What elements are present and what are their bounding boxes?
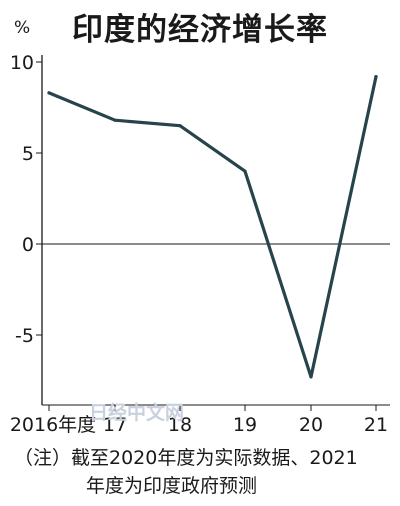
y-tick-label: 5 <box>22 143 34 165</box>
y-tick-label: 0 <box>22 234 34 256</box>
x-tick-label: 18 <box>168 414 192 436</box>
data-point <box>113 118 117 122</box>
y-tick-label: 10 <box>10 52 34 74</box>
data-point <box>309 375 313 379</box>
x-tick-label: 17 <box>103 414 127 436</box>
footnote-line-2: 年度为印度政府预测 <box>86 475 258 497</box>
x-tick-label: 2016年度 <box>10 414 96 436</box>
footnote: （注）截至2020年度为实际数据、2021 年度为印度政府预测 <box>14 444 398 500</box>
x-tick-labels: 2016年度 17 18 19 20 21 <box>10 405 388 436</box>
series-group <box>47 74 378 379</box>
series-line <box>47 74 378 379</box>
data-point <box>47 91 51 95</box>
watermark: 日经中文网 <box>89 402 185 424</box>
y-tick-labels: 10 5 0 -5 <box>10 52 34 347</box>
x-tick-label: 19 <box>233 414 257 436</box>
y-tick-label: -5 <box>15 325 34 347</box>
x-tick-label: 20 <box>299 414 323 436</box>
x-tick-label: 21 <box>364 414 388 436</box>
data-point <box>178 124 182 128</box>
y-unit-label: % <box>14 18 30 38</box>
axes: % <box>14 18 390 406</box>
chart-title: 印度的经济增长率 <box>72 12 328 48</box>
data-point <box>374 75 378 79</box>
footnote-line-1: （注）截至2020年度为实际数据、2021 <box>14 447 358 469</box>
data-point <box>243 169 247 173</box>
